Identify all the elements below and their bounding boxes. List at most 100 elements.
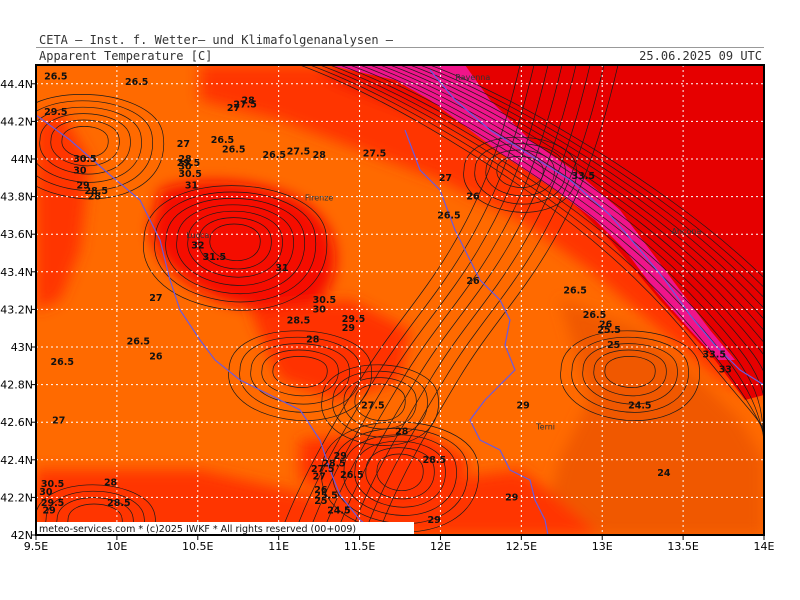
contour-label: 31 bbox=[185, 180, 198, 191]
isotherm-contour bbox=[332, 428, 468, 525]
east-coastline bbox=[429, 69, 764, 386]
contour-label: 26.5 bbox=[563, 286, 586, 297]
contour-label: 27.5 bbox=[233, 99, 256, 110]
contour-label: 30 bbox=[178, 162, 192, 173]
y-tick-label: 44.2N bbox=[0, 115, 33, 128]
coastal-isotherm-contour bbox=[349, 65, 764, 446]
x-tick-label: 12E bbox=[430, 540, 451, 553]
contour-label: 30.5 bbox=[41, 479, 64, 490]
contour-label: 28.5 bbox=[287, 316, 310, 327]
red-center-blob bbox=[250, 300, 410, 400]
contour-label: 33 bbox=[719, 365, 732, 376]
header-rule bbox=[36, 47, 764, 48]
contour-label: 29.5 bbox=[342, 314, 365, 325]
city-label: Ancona bbox=[671, 227, 701, 236]
contour-label: 27 bbox=[227, 103, 240, 114]
contour-label: 27 bbox=[52, 415, 65, 426]
x-tick-label: 11.5E bbox=[344, 540, 375, 553]
city-labels: Ravenna Firenze Ancona Terni Lucca bbox=[186, 73, 701, 432]
contour-lines bbox=[36, 65, 764, 535]
contour-label: 28 bbox=[395, 427, 409, 438]
contour-label: 26.5 bbox=[583, 310, 606, 321]
y-tick-label: 43.6N bbox=[0, 228, 33, 241]
contour-label: 27 bbox=[313, 472, 326, 483]
contour-label: 27.5 bbox=[363, 148, 386, 159]
contour-label: 27.5 bbox=[311, 464, 334, 475]
red-west-strip bbox=[36, 110, 90, 310]
y-tick-label: 43.2N bbox=[0, 303, 33, 316]
contour-label: 24.5 bbox=[327, 506, 350, 517]
city-label: Lucca bbox=[186, 231, 209, 240]
y-tick-label: 42N bbox=[11, 529, 33, 542]
contour-label: 27.5 bbox=[287, 146, 310, 157]
isotherm-contour bbox=[228, 330, 372, 421]
contour-label: 28.5 bbox=[322, 459, 345, 470]
contour-label: 27.5 bbox=[361, 400, 384, 411]
coastal-isotherm-contour bbox=[359, 65, 764, 449]
contour-label: 26.5 bbox=[211, 135, 234, 146]
coastal-isotherm-contour bbox=[379, 65, 764, 455]
isotherm-contour bbox=[36, 484, 156, 535]
contour-label: 29 bbox=[505, 492, 518, 503]
contour-label: 26 bbox=[149, 351, 163, 362]
y-tick-label: 43.8N bbox=[0, 191, 33, 204]
coastal-isotherm-contour bbox=[419, 65, 764, 467]
coastal-isotherm-contour bbox=[369, 65, 764, 452]
contour-label: 29.5 bbox=[44, 107, 67, 118]
city-label: Ravenna bbox=[455, 73, 490, 82]
coastal-isotherm-contour bbox=[329, 65, 764, 440]
x-axis: 9.5E 10E 10.5E 11E 11.5E 12E 12.5E 13E 13.5E 14E bbox=[24, 535, 775, 553]
coastal-isotherm-contour bbox=[389, 65, 764, 458]
y-tick-label: 42.4N bbox=[0, 454, 33, 467]
isotherm-contour bbox=[496, 156, 544, 188]
contour-label: 27 bbox=[439, 173, 452, 184]
coastal-isotherm-contour bbox=[299, 65, 764, 431]
y-tick-label: 43N bbox=[11, 341, 33, 354]
contour-label: 25 bbox=[607, 340, 620, 351]
contour-label: 26.5 bbox=[127, 336, 150, 347]
contour-label: 26.5 bbox=[262, 150, 285, 161]
map-frame bbox=[35, 64, 765, 536]
contour-label: 28 bbox=[178, 154, 192, 165]
contour-label: 26 bbox=[599, 319, 613, 330]
grid-lines bbox=[36, 65, 764, 535]
inland-isotherm-contour bbox=[363, 65, 605, 535]
isotherm-contour bbox=[560, 330, 700, 421]
contour-label: 29 bbox=[76, 180, 89, 191]
contour-label: 27 bbox=[149, 293, 162, 304]
contour-label: 29.5 bbox=[177, 158, 200, 169]
contour-label: 30.5 bbox=[178, 169, 201, 180]
x-tick-label: 13E bbox=[592, 540, 613, 553]
country-border bbox=[404, 129, 549, 535]
institute-title: CETA — Inst. f. Wetter— und Klimafolgena… bbox=[39, 33, 394, 47]
inland-isotherm-contour bbox=[335, 65, 577, 535]
coastline bbox=[36, 114, 381, 535]
contour-label: 33.5 bbox=[703, 350, 726, 361]
x-tick-label: 13.5E bbox=[667, 540, 698, 553]
contour-label: 25.5 bbox=[597, 325, 620, 336]
y-tick-label: 44N bbox=[11, 153, 33, 166]
contour-label: 30 bbox=[313, 304, 327, 315]
contour-label: 26 bbox=[314, 485, 328, 496]
isotherm-contour bbox=[154, 191, 317, 303]
contour-label: 29 bbox=[342, 323, 355, 334]
x-tick-label: 14E bbox=[754, 540, 775, 553]
contour-label: 26.5 bbox=[437, 210, 460, 221]
contour-label: 28.5 bbox=[423, 455, 446, 466]
x-tick-label: 9.5E bbox=[24, 540, 48, 553]
inland-isotherm-contour bbox=[349, 65, 591, 535]
magenta-hot-band bbox=[330, 65, 735, 360]
isotherm-contour bbox=[143, 185, 328, 311]
contour-label: 29.5 bbox=[41, 498, 64, 509]
inland-isotherm-contour bbox=[321, 65, 563, 535]
isotherm-contour bbox=[36, 106, 142, 183]
contour-label: 24.5 bbox=[628, 400, 651, 411]
contour-label: 26.5 bbox=[340, 470, 363, 481]
contour-label: 29 bbox=[516, 400, 529, 411]
isotherm-contour bbox=[36, 94, 165, 200]
contour-label: 26 bbox=[466, 276, 480, 287]
contour-label: 25.5 bbox=[314, 491, 337, 502]
isotherm-contour bbox=[45, 491, 145, 535]
y-tick-label: 42.6N bbox=[0, 416, 33, 429]
contour-label: 26.5 bbox=[125, 77, 148, 88]
